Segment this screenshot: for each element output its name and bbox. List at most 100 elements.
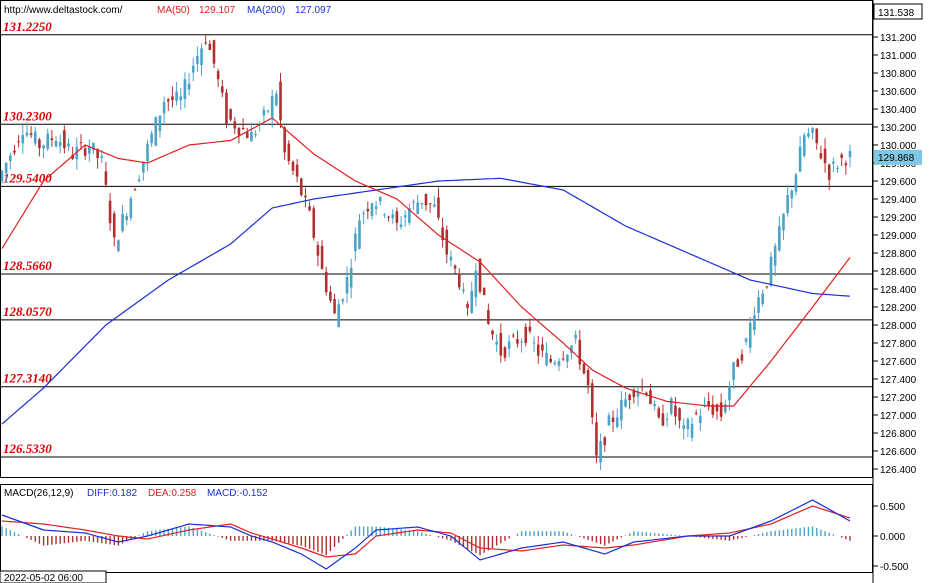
candle-body <box>100 156 104 158</box>
candle-body <box>611 417 615 422</box>
candle-body <box>275 93 278 106</box>
candles <box>0 35 852 470</box>
candle-body <box>71 154 74 159</box>
macd-panel-frame <box>0 484 873 573</box>
candle-body <box>557 360 561 366</box>
candle-body <box>374 206 378 209</box>
candle-body <box>470 290 474 313</box>
candle-body <box>283 127 286 153</box>
candle-body <box>794 174 798 192</box>
candle-body <box>516 339 519 344</box>
candle-body <box>607 415 611 426</box>
candle-body <box>487 310 490 324</box>
candle-body <box>333 299 336 314</box>
candle-body <box>337 304 341 328</box>
candle-body <box>566 355 569 362</box>
candle-body <box>254 133 257 136</box>
candle-body <box>378 197 382 202</box>
candle-body <box>229 109 232 120</box>
candle-body <box>13 150 16 153</box>
price-tick-label: 126.800 <box>880 429 917 440</box>
candle-body <box>578 340 582 365</box>
price-tick-label: 126.600 <box>880 447 917 458</box>
candle-body <box>250 131 253 142</box>
candle-body <box>848 150 852 158</box>
price-tick-label: 128.600 <box>880 267 917 278</box>
candle-body <box>146 143 149 162</box>
macd-diff-line <box>1 499 851 570</box>
candle-body <box>802 135 806 156</box>
candle-body <box>104 171 108 185</box>
candle-body <box>83 148 87 156</box>
price-tick-label: 130.600 <box>880 87 917 98</box>
candle-body <box>221 86 224 93</box>
candle-body <box>237 127 241 136</box>
candle-body <box>366 208 370 212</box>
candle-body <box>524 326 528 343</box>
header-url[interactable]: http://www.deltastock.com/ <box>4 5 123 16</box>
candle-body <box>362 213 365 215</box>
candle-body <box>38 139 41 149</box>
candle-body <box>773 245 777 266</box>
ma200-line <box>1 177 851 425</box>
macd-dea-value: DEA:0.258 <box>148 488 197 499</box>
candle-body <box>482 287 486 296</box>
candle-body <box>657 408 661 418</box>
candle-body <box>603 437 607 445</box>
level-label: 131.2250 <box>3 19 52 34</box>
price-tick-label: 129.600 <box>880 177 917 188</box>
candle-body <box>753 315 756 330</box>
ma200-value: 127.097 <box>295 5 332 16</box>
candle-body <box>233 121 237 129</box>
candle-body <box>520 341 523 343</box>
candle-body <box>449 256 453 261</box>
candle-body <box>175 91 178 101</box>
candle-body <box>532 342 536 344</box>
candle-body <box>420 202 424 205</box>
candle-body <box>528 326 532 332</box>
candle-body <box>536 344 540 356</box>
price-tick-label: 129.400 <box>880 195 917 206</box>
candle-body <box>669 398 673 414</box>
candle-body <box>262 109 266 116</box>
price-tick-label: 129.200 <box>880 213 917 224</box>
candle-body <box>686 419 690 430</box>
candle-body <box>117 240 120 252</box>
candle-body <box>279 81 282 121</box>
candle-body <box>541 344 544 351</box>
macd-tick-label: 0.000 <box>880 532 905 543</box>
candle-body <box>819 153 823 159</box>
candle-body <box>694 412 698 414</box>
candle-body <box>719 402 723 417</box>
candle-body <box>25 132 29 136</box>
macd-diff-value: DIFF:0.182 <box>87 488 137 499</box>
candle-body <box>212 40 216 64</box>
candle-body <box>329 291 332 301</box>
candle-body <box>478 258 482 292</box>
candle-body <box>790 190 794 199</box>
candle-body <box>129 198 133 218</box>
candle-body <box>462 289 465 292</box>
candle-body <box>46 133 50 149</box>
candle-body <box>112 213 116 238</box>
candle-body <box>503 347 507 358</box>
candle-body <box>345 276 349 294</box>
candle-body <box>125 216 129 221</box>
current-price-label: 129.868 <box>878 153 915 164</box>
macd-indicator: 0.500 0.000 -0.500 <box>1 499 909 573</box>
candle-body <box>42 145 45 149</box>
macd-histogram-value: MACD:-0.152 <box>207 488 268 499</box>
candle-body <box>545 352 548 366</box>
price-tick-label: 128.000 <box>880 321 917 332</box>
candle-body <box>92 142 95 151</box>
candle-body <box>653 403 656 407</box>
candle-body <box>728 386 731 401</box>
candle-body <box>241 127 245 130</box>
candle-body <box>499 332 503 356</box>
candle-body <box>744 338 748 342</box>
candle-body <box>266 110 270 112</box>
candle-body <box>844 163 848 166</box>
candle-body <box>553 362 557 365</box>
candle-body <box>590 383 594 418</box>
candle-body <box>769 256 773 286</box>
